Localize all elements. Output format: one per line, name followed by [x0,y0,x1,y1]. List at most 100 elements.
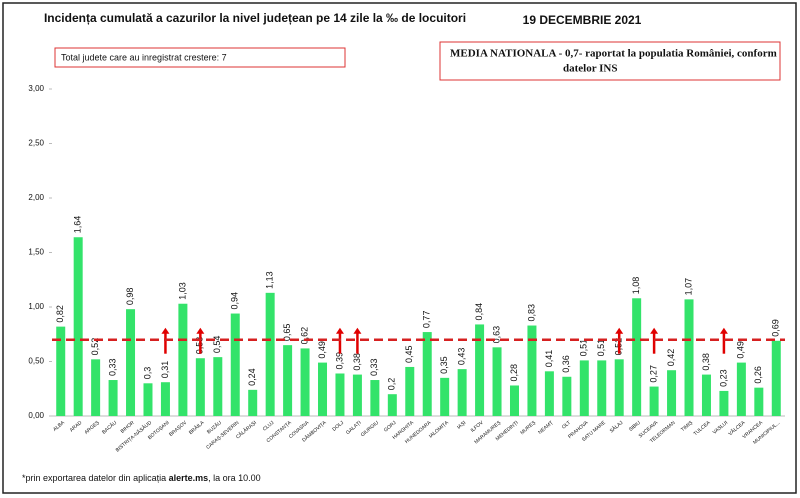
bar [335,373,345,416]
bar [701,374,711,416]
value-label: 0,43 [457,348,467,366]
x-tick-label: GIURGIU [360,420,381,439]
value-label: 0,39 [334,352,344,370]
value-label: 0,77 [422,311,432,329]
x-tick-label: DOLJ [331,420,345,433]
bar [126,309,136,416]
x-tick-label: ARGEȘ [83,420,101,436]
x-tick-label: TIMIȘ [680,420,695,434]
x-tick-label: ARAD [69,420,84,434]
x-tick-label: GORJ [383,420,398,434]
bar [457,369,467,416]
value-label: 0,23 [718,369,728,387]
increase-arrow-head [615,327,624,334]
bar [160,382,170,416]
value-label: 0,69 [771,319,781,337]
increase-arrow-head [161,327,170,334]
value-label: 0,31 [160,361,170,379]
value-label: 0,38 [701,353,711,371]
x-tick-label: IAȘI [456,420,467,431]
value-label: 0,3 [142,367,152,380]
bar [370,380,380,416]
value-label: 0,33 [369,358,379,376]
increase-arrow-head [196,327,205,334]
y-tick-label: 0,50 [28,357,44,366]
value-label: 0,27 [648,365,658,383]
value-label: 1,07 [683,278,693,296]
national-box [439,41,781,81]
value-label: 0,33 [107,358,117,376]
value-label: 0,62 [299,327,309,345]
value-label: 0,36 [561,355,571,373]
bar [230,313,240,416]
footnote-part: , la ora 10.00 [208,473,261,483]
value-label: 0,49 [317,341,327,359]
bar [265,292,275,416]
value-label: 0,49 [736,341,746,359]
bar [632,298,642,416]
value-label: 0,24 [247,368,257,386]
date: 19 DECEMBRIE 2021 [523,13,642,27]
bar [562,376,572,416]
bar [579,360,589,416]
note-box [54,47,346,68]
bar [108,380,118,416]
value-label: 0,54 [212,336,222,354]
bar [352,374,362,416]
note-text: Total judete care au inregistrat crester… [61,52,227,62]
bar [440,377,450,416]
bar [736,362,746,416]
footnote-link: alerte.ms [169,473,209,483]
value-label: 0,26 [753,366,763,384]
x-tick-label: NEAMȚ [537,420,554,436]
chart-title: Incidența cumulată a cazurilor la nivel … [44,11,466,25]
bar [405,366,415,416]
bar [318,362,328,416]
value-label: 0,42 [666,349,676,367]
value-label: 0,63 [491,326,501,344]
value-label: 0,45 [404,345,414,363]
national-text: MEDIA NATIONALA - 0,7- raportat la popul… [450,48,777,60]
y-tick-label: 1,00 [28,302,44,311]
value-label: 0,98 [125,288,135,306]
increase-arrow-head [650,327,659,334]
bar [597,360,607,416]
bar [492,347,502,416]
bar [527,325,537,416]
x-tick-label: IALOMIȚA [428,420,450,440]
y-tick-label: 1,50 [28,248,44,257]
increase-arrow-head [719,327,728,334]
bar [56,326,66,416]
footnote-part: *prin exportarea datelor din aplicația [22,473,169,483]
x-tick-label: BRAȘOV [168,420,188,438]
bar [754,387,764,416]
value-label: 0,41 [544,350,554,368]
bar [771,340,781,416]
x-tick-label: SIBIU [628,420,642,433]
x-tick-label: VASLUI [712,420,729,436]
y-tick-label: 2,50 [28,139,44,148]
value-label: 0,28 [509,364,519,382]
value-label: 0,94 [230,292,240,310]
bar [422,332,432,416]
increase-arrow-head [353,327,362,334]
bar [475,324,485,416]
increase-arrow-head [335,327,344,334]
bar [143,383,153,416]
bar [73,237,83,416]
value-label: 0,35 [439,356,449,374]
footnote: *prin exportarea datelor din aplicația a… [22,473,261,483]
bar [248,389,258,416]
y-tick-label: 3,00 [28,84,44,93]
national-text: datelor INS [563,63,618,75]
bar [614,359,624,416]
bar [719,390,729,416]
value-label: 0,2 [387,378,397,391]
bar [509,385,519,416]
x-tick-label: BACĂU [101,419,119,436]
bar [544,371,554,416]
value-label: 0,83 [526,304,536,322]
bar [667,370,677,416]
value-label: 0,65 [282,324,292,342]
x-tick-label: CLUJ [262,420,276,433]
